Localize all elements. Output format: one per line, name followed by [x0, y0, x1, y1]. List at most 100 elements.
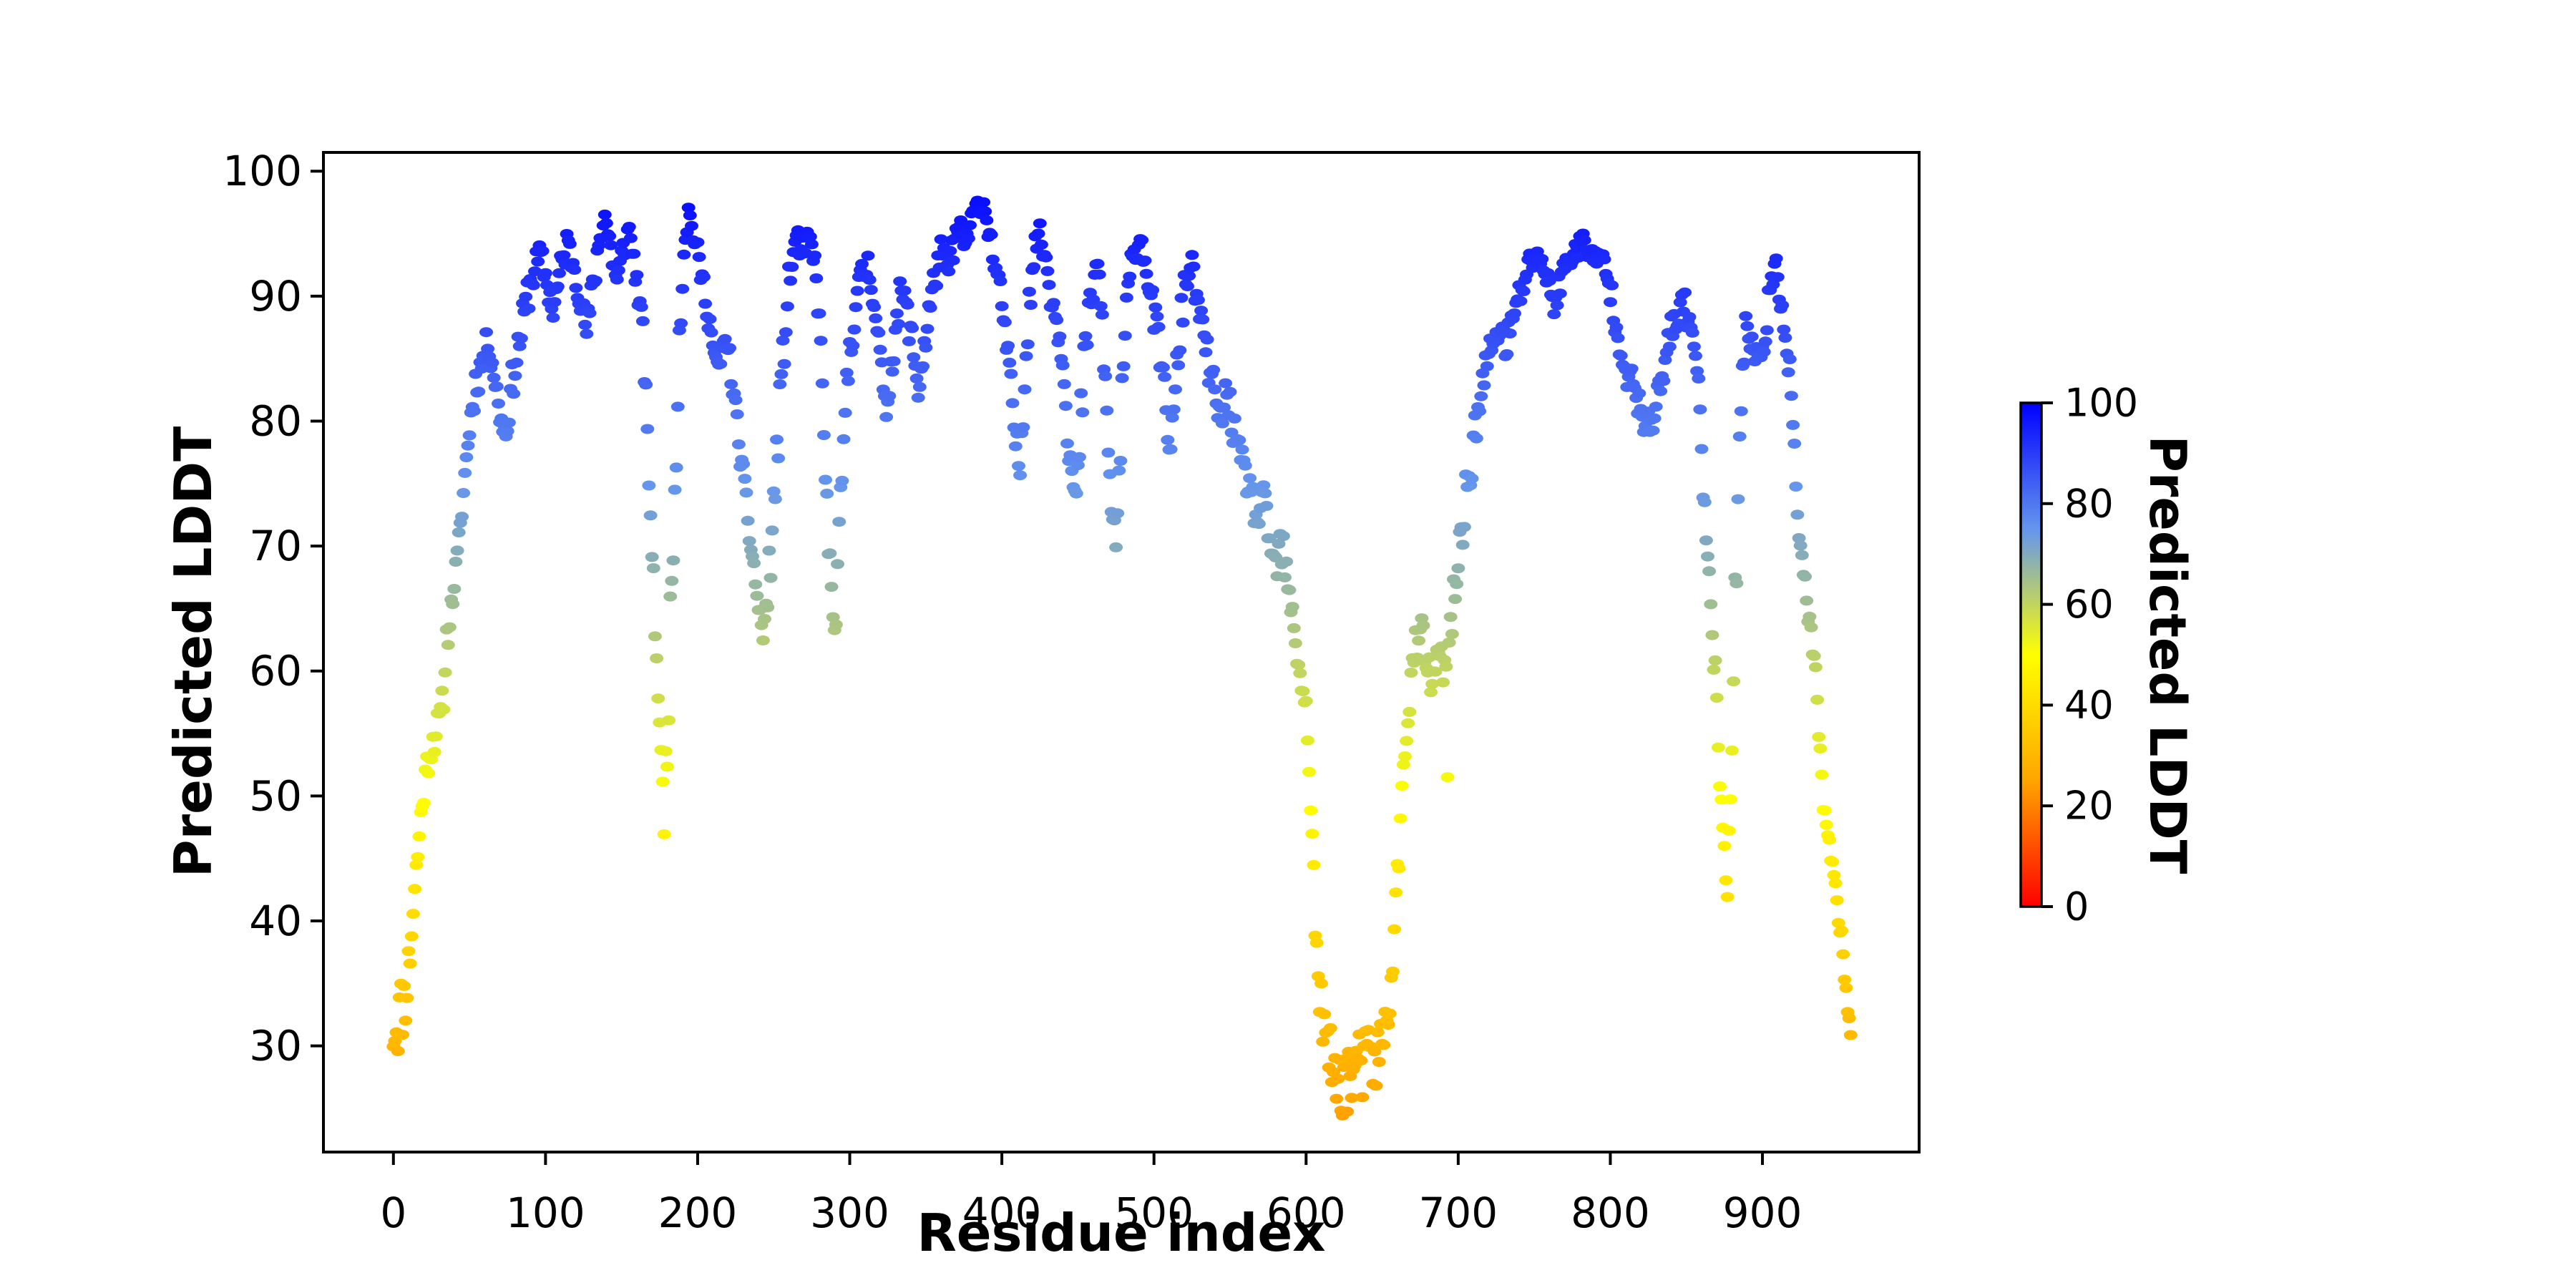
scatter-point [455, 512, 469, 522]
scatter-point [1400, 736, 1414, 746]
scatter-point [1707, 664, 1721, 675]
scatter-point [492, 399, 505, 409]
scatter-point [1299, 696, 1313, 706]
scatter-point [1745, 331, 1759, 342]
scatter-point [1550, 300, 1564, 311]
scatter-point [1404, 668, 1418, 678]
scatter-point [438, 667, 452, 678]
scatter-point [1272, 538, 1286, 549]
scatter-point [691, 237, 705, 248]
scatter-point [1300, 735, 1314, 746]
scatter-point [919, 342, 933, 353]
scatter-point [409, 859, 424, 870]
scatter-point [441, 640, 455, 650]
scatter-point [785, 262, 799, 272]
scatter-point [391, 1046, 405, 1056]
colorbar-tick-label: 100 [2064, 381, 2138, 426]
scatter-point [761, 602, 775, 613]
scatter-point [1191, 295, 1205, 306]
scatter-point [1022, 286, 1036, 297]
scatter-point [1158, 371, 1172, 382]
scatter-point [1737, 357, 1751, 368]
scatter-point [1396, 759, 1410, 770]
scatter-point [713, 358, 728, 369]
scatter-point [1176, 317, 1190, 328]
scatter-point [916, 361, 930, 371]
x-tick-label: 900 [1723, 1189, 1802, 1237]
scatter-point [984, 229, 998, 240]
scatter-point [459, 452, 474, 462]
scatter-point [1150, 311, 1164, 322]
scatter-point [1370, 1027, 1385, 1038]
scatter-point [519, 291, 533, 302]
scatter-point [1292, 660, 1306, 670]
colorbar-tick-label: 0 [2064, 884, 2089, 930]
scatter-point [1451, 563, 1465, 574]
scatter-point [660, 761, 674, 772]
scatter-point [756, 635, 770, 645]
scatter-point [1729, 578, 1744, 589]
scatter-point [1693, 404, 1707, 415]
scatter-point [1443, 612, 1458, 623]
scatter-point [1727, 676, 1741, 687]
scatter-point [1450, 579, 1464, 590]
scatter-point [1436, 677, 1450, 688]
scatter-point [578, 319, 592, 330]
scatter-point [547, 297, 562, 308]
scatter-point [1530, 246, 1544, 257]
scatter-point [1440, 772, 1455, 783]
scatter-point [1690, 366, 1704, 376]
scatter-point [1075, 407, 1090, 418]
scatter-point [703, 313, 717, 324]
scatter-point [861, 250, 875, 261]
scatter-point [1831, 917, 1845, 928]
scatter-point [429, 731, 443, 742]
scatter-point [1786, 419, 1800, 430]
scatter-point [650, 653, 664, 663]
scatter-point [602, 230, 617, 241]
scatter-point [666, 555, 680, 566]
scatter-point [697, 272, 711, 282]
scatter-point [507, 389, 521, 399]
scatter-point [849, 302, 863, 313]
scatter-point [1769, 253, 1783, 264]
scatter-point [882, 391, 897, 401]
y-tick-label: 30 [249, 1022, 302, 1070]
scatter-point [993, 276, 1008, 286]
y-tick-label: 90 [249, 272, 302, 321]
scatter-point [1243, 473, 1257, 484]
scatter-point [1731, 494, 1745, 504]
scatter-point [677, 249, 691, 260]
scatter-point [611, 265, 625, 275]
scatter-point [1828, 878, 1843, 889]
y-tick-label: 50 [249, 771, 302, 820]
scatter-point [1005, 398, 1020, 409]
scatter-point [1823, 834, 1837, 845]
scatter-point [1508, 308, 1521, 318]
scatter-point [776, 335, 790, 346]
scatter-point [1790, 509, 1805, 520]
scatter-point [771, 453, 786, 464]
scatter-point [980, 215, 994, 225]
scatter-point [1647, 413, 1662, 424]
scatter-point [1402, 706, 1417, 717]
scatter-point [1135, 235, 1149, 245]
scatter-point [867, 302, 882, 312]
scatter-point [1173, 345, 1187, 356]
scatter-point [1597, 254, 1611, 265]
scatter-point [907, 352, 921, 363]
scatter-point [1019, 351, 1033, 361]
scatter-point [1516, 286, 1531, 296]
scatter-point [512, 341, 527, 351]
scatter-point [862, 275, 877, 285]
scatter-point [1092, 269, 1106, 280]
scatter-point [1016, 422, 1030, 433]
scatter-point [1389, 887, 1403, 898]
scatter-point [640, 424, 655, 434]
scatter-point [412, 831, 426, 841]
plot-area-border [322, 151, 1921, 1153]
scatter-point [557, 250, 571, 260]
scatter-point [1109, 542, 1123, 552]
scatter-point [1013, 470, 1028, 481]
